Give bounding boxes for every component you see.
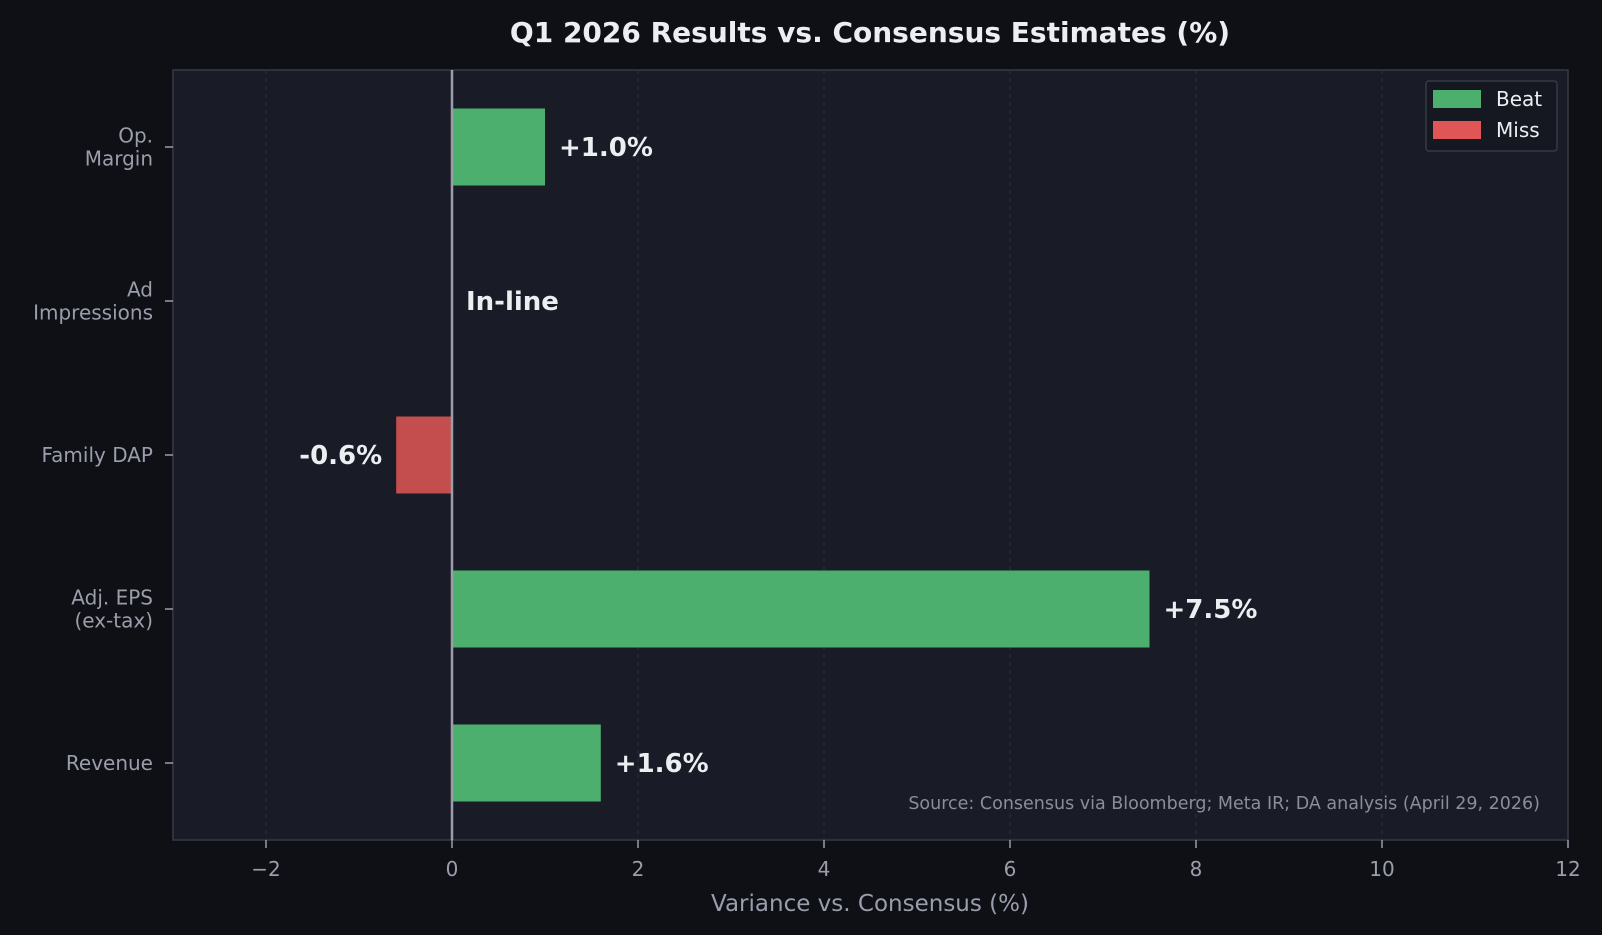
plot-area <box>172 69 1569 841</box>
legend-label-miss: Miss <box>1496 118 1540 142</box>
legend: Beat Miss <box>1425 80 1558 152</box>
bar-value-label: +1.0% <box>559 133 653 163</box>
y-tick-label: Family DAP <box>41 443 153 467</box>
x-axis: −2 0 2 4 6 8 10 12 <box>251 840 1581 881</box>
x-axis-label: Variance vs. Consensus (%) <box>711 891 1029 917</box>
bars <box>396 108 1150 802</box>
x-tick-label: 0 <box>446 857 459 881</box>
y-tick-label: Revenue <box>66 751 153 775</box>
chart-title: Q1 2026 Results vs. Consensus Estimates … <box>510 16 1230 49</box>
y-tick-label: Margin <box>85 147 153 171</box>
y-tick-label: Ad <box>127 278 153 302</box>
bar-beat <box>452 724 601 802</box>
y-tick-label: Impressions <box>33 301 153 325</box>
x-tick-label: 8 <box>1190 857 1203 881</box>
bar-value-label: +1.6% <box>615 749 709 779</box>
x-tick-label: 10 <box>1369 857 1394 881</box>
source-note: Source: Consensus via Bloomberg; Meta IR… <box>908 794 1540 814</box>
x-tick-label: −2 <box>251 857 280 881</box>
bar-miss <box>396 416 452 494</box>
bar-value-label: +7.5% <box>1164 595 1258 625</box>
bar-beat <box>452 108 545 186</box>
bar-beat <box>452 570 1150 648</box>
bar-value-label: In-line <box>466 287 559 317</box>
y-tick-label: Adj. EPS <box>71 586 153 610</box>
bar-value-label: -0.6% <box>299 441 382 471</box>
x-tick-label: 4 <box>818 857 831 881</box>
x-tick-label: 2 <box>632 857 645 881</box>
y-tick-label: (ex-tax) <box>74 609 153 633</box>
legend-label-beat: Beat <box>1496 87 1542 111</box>
x-tick-label: 12 <box>1555 857 1580 881</box>
legend-swatch-beat <box>1433 90 1481 108</box>
bar-labels: +1.0% In-line -0.6% +7.5% +1.6% <box>299 133 1257 779</box>
legend-swatch-miss <box>1433 121 1481 139</box>
grid-lines <box>265 70 1383 840</box>
y-tick-label: Op. <box>118 124 153 148</box>
x-tick-label: 6 <box>1004 857 1017 881</box>
